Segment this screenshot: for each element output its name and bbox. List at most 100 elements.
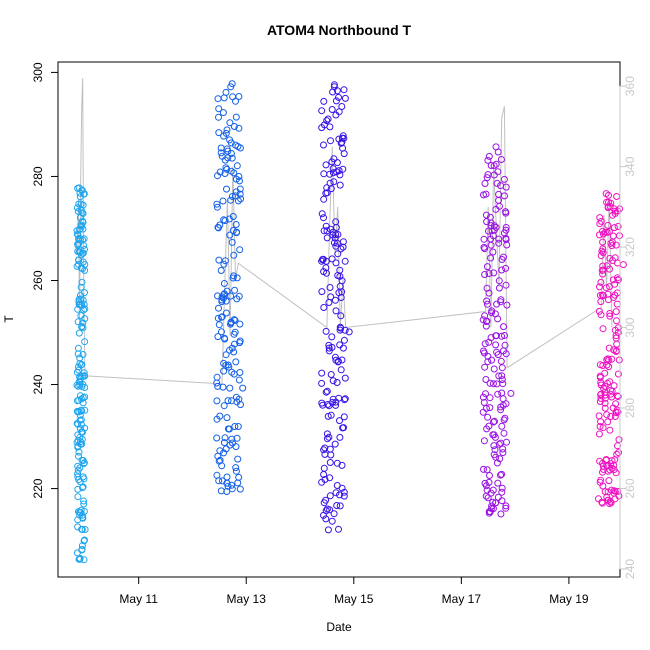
data-point-series-2: [235, 124, 243, 132]
data-point-series-3: [341, 374, 349, 382]
data-point-series-3: [318, 379, 326, 387]
data-point-series-5: [599, 249, 607, 257]
data-point-series-4: [482, 322, 490, 330]
data-point-series-5: [610, 487, 618, 495]
data-point-series-3: [341, 326, 349, 334]
data-point-series-3: [332, 111, 340, 119]
data-point-series-1: [79, 428, 86, 436]
data-point-series-4: [498, 488, 506, 496]
data-point-series-1: [75, 256, 82, 264]
data-point-series-4: [480, 437, 488, 445]
data-point-series-1: [74, 462, 82, 470]
data-point-series-4: [503, 241, 511, 249]
data-point-series-1: [78, 323, 86, 331]
data-point-series-5: [614, 329, 622, 336]
data-point-series-4: [499, 347, 507, 355]
data-point-series-1: [74, 318, 82, 326]
data-point-series-3: [335, 93, 342, 101]
data-point-series-2: [222, 351, 230, 359]
data-point-series-2: [227, 292, 235, 300]
data-point-series-1: [79, 324, 87, 332]
data-point-series-5: [607, 413, 615, 420]
data-point-series-4: [496, 455, 504, 463]
data-point-series-4: [491, 417, 498, 425]
data-point-series-2: [230, 251, 238, 259]
data-point-series-5: [599, 238, 607, 246]
data-point-series-2: [232, 221, 240, 228]
data-point-series-2: [222, 164, 230, 172]
data-point-series-1: [78, 278, 86, 286]
data-point-series-1: [79, 225, 87, 233]
data-point-series-2: [215, 113, 222, 121]
secondary-line-layer: [76, 78, 613, 385]
data-point-series-2: [220, 439, 228, 447]
data-point-series-2: [223, 488, 231, 495]
data-point-series-3: [339, 144, 347, 152]
data-point-series-3: [341, 396, 348, 404]
data-point-series-2: [233, 434, 241, 442]
y-right-tick-label: 340: [623, 156, 637, 176]
data-point-series-1: [76, 464, 84, 472]
data-point-series-1: [79, 218, 87, 226]
data-point-series-3: [318, 369, 326, 377]
data-point-series-2: [234, 143, 242, 150]
data-point-series-5: [599, 424, 607, 432]
points-layer: [73, 80, 627, 564]
data-point-series-5: [597, 278, 605, 286]
data-point-series-1: [79, 351, 87, 358]
data-point-series-2: [236, 190, 244, 198]
data-point-series-2: [213, 203, 221, 211]
data-point-series-4: [492, 143, 500, 151]
data-point-series-3: [339, 243, 347, 251]
data-point-series-1: [76, 425, 84, 433]
data-point-series-3: [328, 343, 336, 351]
data-point-series-5: [615, 356, 623, 364]
data-point-series-4: [498, 389, 506, 397]
data-point-series-2: [230, 348, 238, 356]
data-point-series-4: [498, 332, 506, 340]
data-point-series-4: [480, 235, 488, 243]
data-point-series-5: [596, 214, 604, 222]
data-point-series-5: [605, 228, 613, 236]
data-point-series-2: [218, 298, 226, 306]
data-point-series-1: [79, 319, 87, 327]
data-point-series-5: [611, 413, 619, 420]
data-point-series-2: [215, 321, 223, 329]
data-point-series-3: [323, 269, 330, 277]
data-point-series-3: [340, 488, 348, 496]
data-point-series-4: [498, 497, 506, 505]
data-point-series-4: [491, 433, 499, 441]
data-point-series-2: [221, 335, 229, 343]
data-point-series-3: [340, 492, 348, 500]
data-point-series-1: [79, 201, 87, 209]
data-point-series-4: [495, 372, 503, 380]
data-point-series-3: [329, 377, 337, 385]
data-point-series-4: [491, 310, 499, 318]
data-point-series-5: [599, 325, 607, 333]
data-point-series-3: [318, 478, 326, 486]
data-point-series-2: [228, 238, 236, 246]
data-point-series-1: [81, 384, 89, 391]
data-point-series-2: [230, 123, 238, 130]
data-point-series-1: [80, 190, 88, 198]
data-point-series-3: [335, 167, 343, 175]
data-point-series-3: [338, 277, 346, 285]
data-point-series-4: [483, 218, 491, 226]
data-point-series-3: [332, 97, 340, 105]
data-point-series-4: [481, 271, 489, 278]
data-point-series-3: [340, 413, 348, 421]
data-point-series-3: [322, 257, 330, 265]
data-point-series-2: [236, 369, 244, 376]
data-point-series-1: [77, 506, 85, 514]
data-point-series-5: [601, 399, 609, 407]
data-point-series-3: [338, 461, 346, 469]
data-point-series-4: [503, 301, 511, 309]
data-point-series-5: [599, 291, 606, 299]
data-point-series-4: [480, 243, 488, 251]
data-point-series-3: [338, 288, 346, 296]
data-point-series-4: [499, 380, 507, 388]
data-point-series-2: [228, 481, 236, 489]
data-point-series-4: [499, 395, 507, 403]
data-point-series-4: [487, 489, 495, 497]
data-point-series-4: [479, 408, 487, 416]
